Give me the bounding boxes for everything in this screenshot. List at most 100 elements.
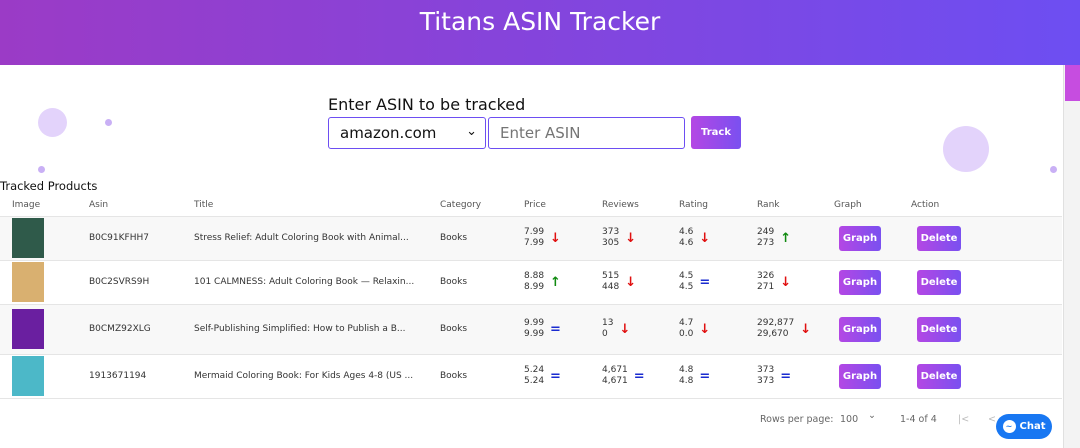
- scrollbar-thumb[interactable]: [1065, 65, 1080, 101]
- asin-cell: 1913671194: [89, 354, 194, 399]
- category-cell: Books: [440, 354, 524, 399]
- category-cell: Books: [440, 216, 524, 261]
- pagination-range: 1-4 of 4: [900, 414, 937, 425]
- rating-previous: 4.5: [679, 282, 694, 292]
- chevron-down-icon: ⌄: [466, 124, 477, 139]
- product-cover-image: [12, 262, 44, 302]
- messenger-icon: ~: [1002, 420, 1016, 433]
- app-header: Titans ASIN Tracker: [0, 0, 1080, 65]
- chevron-down-icon[interactable]: ⌄: [868, 410, 876, 421]
- column-header: Image: [0, 195, 89, 217]
- scrollbar[interactable]: [1063, 65, 1080, 448]
- column-header: Graph: [834, 195, 911, 217]
- rating-previous: 4.6: [679, 238, 694, 248]
- asin-cell: B0CMZ92XLG: [89, 304, 194, 355]
- trend-equal-icon: =: [699, 368, 711, 384]
- trend-down-icon: ↓: [550, 230, 561, 246]
- reviews-current: 13: [602, 318, 614, 328]
- column-header: Title: [194, 195, 440, 217]
- rating-current: 4.7: [679, 318, 694, 328]
- reviews-previous: 4,671: [602, 376, 628, 386]
- reviews-current: 373: [602, 227, 620, 237]
- marketplace-select[interactable]: amazon.com ⌄: [328, 117, 486, 149]
- category-cell: Books: [440, 304, 524, 355]
- product-cover-image: [12, 218, 44, 258]
- rank-current: 249: [757, 227, 775, 237]
- column-header: Price: [524, 195, 602, 217]
- reviews-previous: 305: [602, 238, 620, 248]
- title-cell: 101 CALMNESS: Adult Coloring Book — Rela…: [194, 260, 440, 305]
- product-cover-image: [12, 356, 44, 396]
- price-previous: 8.99: [524, 282, 545, 292]
- trend-equal-icon: =: [550, 321, 561, 337]
- chat-label: Chat: [1019, 421, 1046, 432]
- price-current: 5.24: [524, 365, 545, 375]
- asin-form-label: Enter ASIN to be tracked: [328, 95, 526, 114]
- decor-bubble: [38, 166, 45, 173]
- trend-down-icon: ↓: [625, 274, 637, 290]
- prev-page-icon[interactable]: <: [988, 414, 996, 425]
- first-page-icon[interactable]: |<: [958, 414, 970, 425]
- graph-button[interactable]: Graph: [839, 316, 881, 342]
- table-row: 1913671194 Mermaid Coloring Book: For Ki…: [0, 354, 1062, 399]
- app-title: Titans ASIN Tracker: [419, 7, 661, 36]
- price-current: 9.99: [524, 318, 545, 328]
- column-header: Category: [440, 195, 524, 217]
- trend-equal-icon: =: [780, 368, 792, 384]
- trend-down-icon: ↓: [780, 274, 792, 290]
- price-previous: 5.24: [524, 376, 545, 386]
- trend-down-icon: ↓: [699, 230, 711, 246]
- rating-current: 4.6: [679, 227, 694, 237]
- rank-previous: 273: [757, 238, 775, 248]
- trend-down-icon: ↓: [625, 230, 637, 246]
- delete-button[interactable]: Delete: [917, 316, 961, 342]
- trend-equal-icon: =: [633, 368, 645, 384]
- reviews-current: 515: [602, 271, 620, 281]
- rating-previous: 4.8: [679, 376, 694, 386]
- product-cover-image: [12, 309, 44, 349]
- rows-per-page-label: Rows per page:: [760, 414, 834, 425]
- rank-previous: 29,670: [757, 329, 789, 339]
- tracked-products-title: Tracked Products: [0, 179, 98, 193]
- column-header: Rating: [679, 195, 757, 217]
- price-current: 8.88: [524, 271, 545, 281]
- asin-cell: B0C2SVRS9H: [89, 260, 194, 305]
- graph-button[interactable]: Graph: [839, 225, 881, 251]
- title-cell: Self-Publishing Simplified: How to Publi…: [194, 304, 440, 355]
- rank-previous: 373: [757, 376, 775, 386]
- rank-current: 373: [757, 365, 775, 375]
- column-header: Asin: [89, 195, 194, 217]
- trend-up-icon: ↑: [550, 274, 561, 290]
- reviews-previous: 448: [602, 282, 620, 292]
- marketplace-value: amazon.com: [340, 124, 437, 142]
- column-header: Rank: [757, 195, 834, 217]
- delete-button[interactable]: Delete: [917, 363, 961, 389]
- delete-button[interactable]: Delete: [917, 269, 961, 295]
- table-row: B0C2SVRS9H 101 CALMNESS: Adult Coloring …: [0, 260, 1062, 305]
- decor-bubble: [1050, 166, 1057, 173]
- decor-bubble: [38, 108, 67, 137]
- column-header: Action: [911, 195, 1062, 217]
- rows-per-page-select[interactable]: 100: [840, 414, 859, 425]
- price-previous: 7.99: [524, 238, 545, 248]
- rank-previous: 271: [757, 282, 775, 292]
- graph-button[interactable]: Graph: [839, 363, 881, 389]
- rating-previous: 0.0: [679, 329, 694, 339]
- rating-current: 4.8: [679, 365, 694, 375]
- table-row: B0CMZ92XLG Self-Publishing Simplified: H…: [0, 304, 1062, 355]
- decor-bubble: [943, 126, 989, 172]
- graph-button[interactable]: Graph: [839, 269, 881, 295]
- rating-current: 4.5: [679, 271, 694, 281]
- trend-down-icon: ↓: [619, 321, 631, 337]
- asin-cell: B0C91KFHH7: [89, 216, 194, 261]
- trend-down-icon: ↓: [800, 321, 812, 337]
- delete-button[interactable]: Delete: [917, 225, 961, 251]
- asin-input[interactable]: [488, 117, 685, 149]
- chat-button[interactable]: ~ Chat: [996, 414, 1052, 439]
- title-cell: Stress Relief: Adult Coloring Book with …: [194, 216, 440, 261]
- column-header: Reviews: [602, 195, 679, 217]
- rank-current: 326: [757, 271, 775, 281]
- track-button[interactable]: Track: [691, 116, 741, 149]
- table-row: B0C91KFHH7 Stress Relief: Adult Coloring…: [0, 216, 1062, 261]
- category-cell: Books: [440, 260, 524, 305]
